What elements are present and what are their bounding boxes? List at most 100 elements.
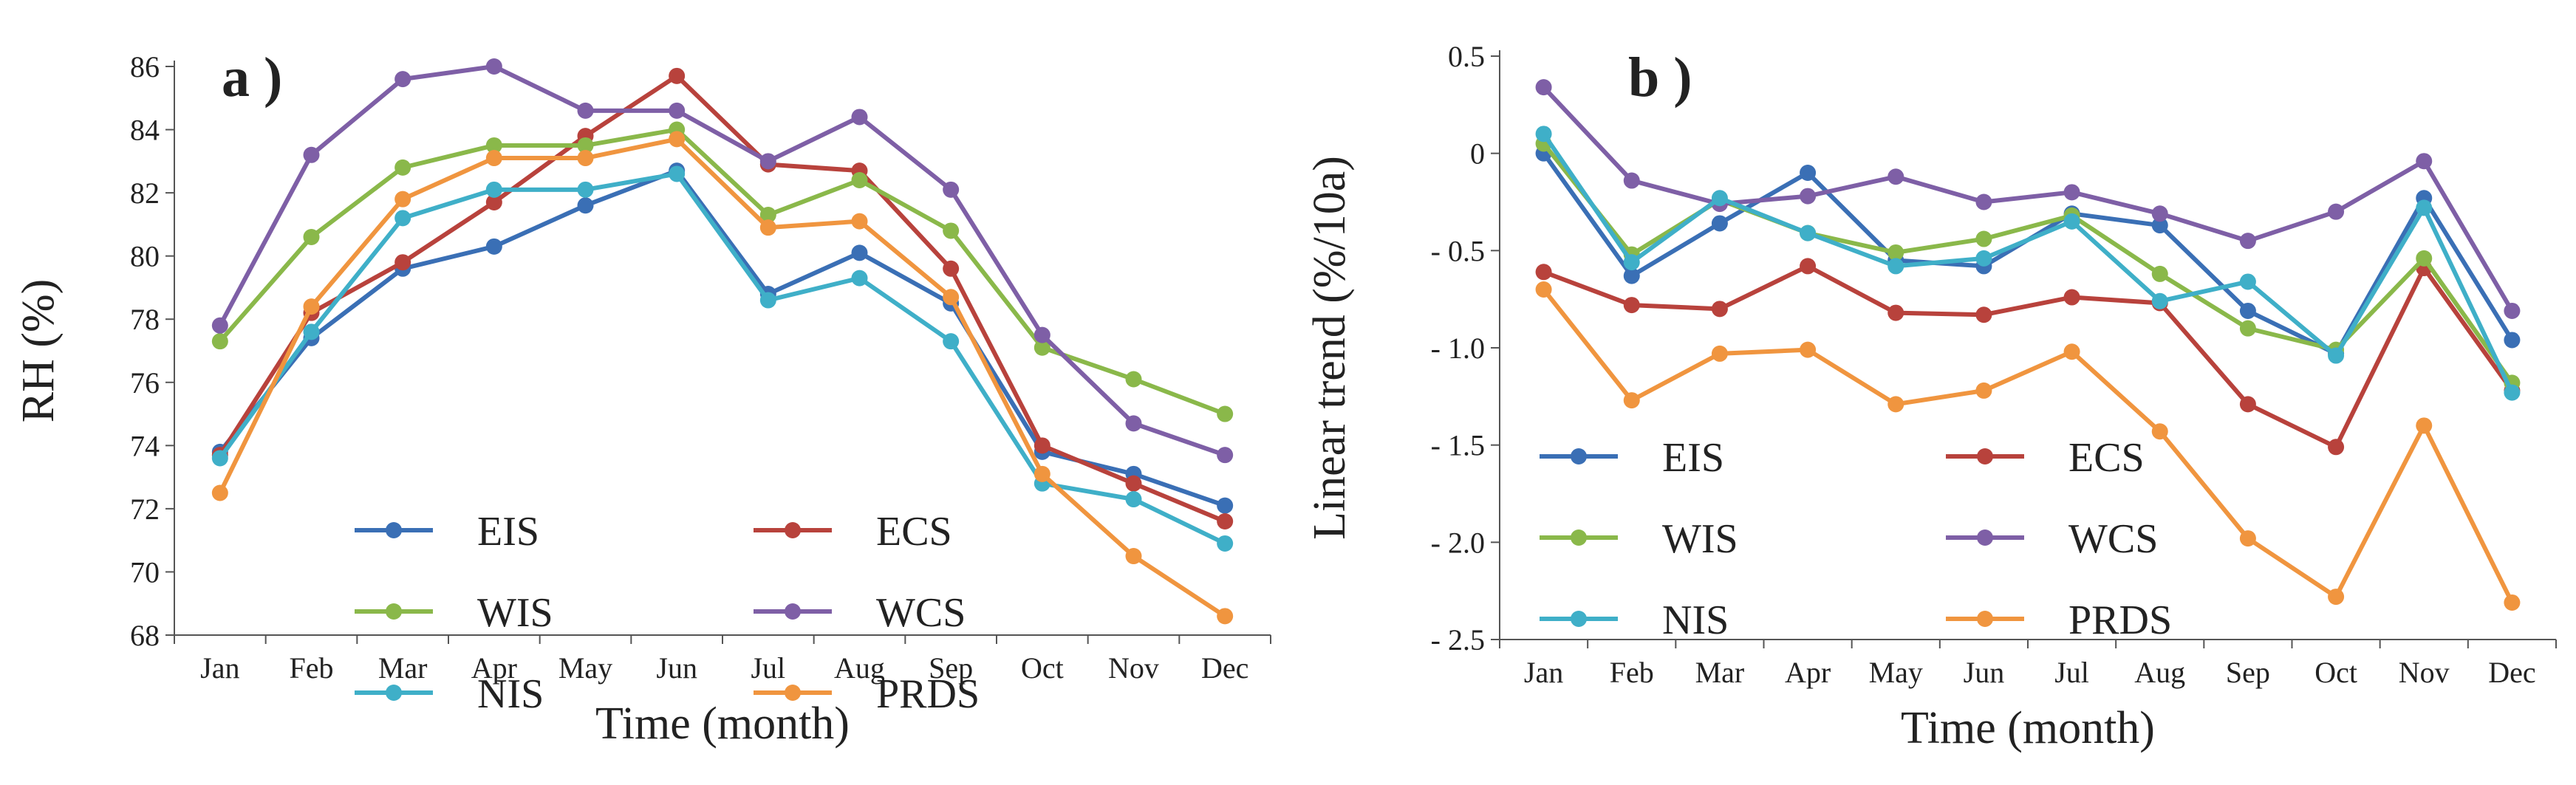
data-point-nis [1711, 190, 1728, 207]
y-tick-label: 86 [130, 50, 160, 83]
y-tick-label: 74 [130, 429, 160, 462]
data-point-prds [851, 213, 868, 230]
data-point-wis [943, 222, 960, 239]
data-point-prds [1800, 341, 1817, 358]
y-tick-label: - 1.5 [1431, 429, 1485, 462]
data-point-nis [1975, 250, 1992, 267]
y-tick-label: 82 [130, 176, 160, 210]
x-tick-label: Jul [751, 651, 785, 685]
legend-label: EIS [1662, 435, 1724, 481]
data-point-eis [1800, 165, 1817, 181]
data-point-wcs [943, 181, 960, 198]
data-point-wis [1125, 371, 1142, 388]
legend-label: EIS [477, 509, 539, 555]
data-point-prds [2151, 423, 2168, 440]
data-point-nis [211, 450, 228, 467]
data-point-wis [2416, 250, 2433, 267]
y-tick-label: - 0.5 [1431, 234, 1485, 267]
data-point-ecs [1800, 258, 1817, 275]
x-tick-label: Feb [1610, 656, 1654, 689]
x-tick-label: Oct [1021, 651, 1064, 685]
series-line-prds [1542, 288, 2515, 604]
data-point-ecs [394, 254, 411, 271]
data-point-ecs [1535, 264, 1552, 281]
legend-label: PRDS [2068, 597, 2172, 643]
series-line-ecs [1542, 264, 2514, 450]
data-point-prds [1887, 396, 1904, 413]
data-point-wcs [1975, 193, 1992, 210]
data-point-prds [1535, 281, 1552, 298]
series-line-eis [218, 168, 1226, 508]
data-point-wis [1887, 244, 1904, 261]
data-point-nis [2328, 347, 2345, 364]
x-tick-label: Sep [2226, 656, 2270, 689]
chart-a: 68 70 72 74 76 78 80 82 84 86 Jan Feb Mar Apr May Jun Ju… [13, 47, 1271, 749]
data-point-wcs [2416, 153, 2433, 170]
x-tick-label: Oct [2314, 656, 2357, 689]
x-tick-label: May [1869, 656, 1923, 689]
y-axis-title: Linear trend (%/10a) [1305, 156, 1355, 540]
data-point-ecs [1034, 437, 1050, 454]
data-point-ecs [2328, 439, 2345, 456]
data-point-wcs [2151, 205, 2168, 222]
data-point-ecs [1623, 297, 1640, 314]
x-tick-label: Jun [656, 651, 697, 685]
x-tick-label: Feb [290, 651, 334, 685]
y-tick-label: - 2.5 [1431, 623, 1485, 657]
data-point-wcs [577, 102, 594, 119]
data-point-prds [577, 150, 594, 167]
data-point-wis [303, 229, 320, 245]
data-point-nis [2416, 199, 2433, 216]
x-tick-label: Aug [2134, 656, 2185, 689]
data-point-nis [1623, 254, 1640, 271]
x-tick-label: Jun [1964, 656, 2005, 689]
data-point-nis [1887, 258, 1904, 275]
data-point-eis [1623, 267, 1640, 284]
data-point-nis [2151, 292, 2168, 309]
legend-label: ECS [2068, 435, 2145, 481]
data-point-wcs [1800, 188, 1817, 205]
data-point-wis [577, 137, 594, 154]
data-point-wcs [1623, 172, 1640, 189]
x-tick-label: Apr [471, 651, 517, 685]
data-point-wis [2151, 265, 2168, 282]
x-tick-label: Dec [2488, 656, 2535, 689]
y-tick-label: - 1.0 [1431, 332, 1485, 365]
series-line-nis [1542, 132, 2515, 394]
data-point-wis [759, 207, 776, 224]
x-tick-label: May [558, 651, 612, 685]
data-point-eis [851, 244, 868, 261]
legend-marker [785, 603, 801, 620]
data-point-ecs [1217, 513, 1234, 529]
data-point-prds [2239, 530, 2256, 547]
data-point-prds [2063, 343, 2080, 360]
data-point-wcs [2063, 184, 2080, 201]
legend-marker [785, 685, 801, 701]
legend-label: PRDS [876, 671, 980, 717]
series-line-ecs [218, 73, 1226, 524]
legend-label: WIS [1662, 516, 1738, 562]
y-tick-label: 70 [130, 555, 160, 589]
legend-label: NIS [1662, 597, 1729, 643]
data-point-wcs [1217, 447, 1234, 464]
data-point-nis [2063, 213, 2080, 230]
x-tick-label: Apr [1785, 656, 1831, 689]
data-point-wcs [759, 153, 776, 170]
legend-marker [1571, 529, 1587, 546]
data-point-wcs [2504, 302, 2521, 319]
data-point-nis [1535, 126, 1552, 143]
data-point-wcs [1887, 168, 1904, 185]
panel-label: b ) [1628, 47, 1692, 109]
series-line-eis [1542, 151, 2514, 356]
data-point-nis [669, 165, 686, 182]
data-point-wis [1975, 230, 1992, 247]
y-tick-label: - 2.0 [1431, 526, 1485, 559]
data-point-nis [577, 181, 594, 198]
data-point-eis [1217, 497, 1234, 514]
x-axis-title: Time (month) [1901, 703, 2155, 753]
data-point-wis [1034, 339, 1050, 356]
data-point-prds [2504, 594, 2521, 611]
data-point-ecs [1887, 304, 1904, 321]
data-point-ecs [1711, 301, 1728, 318]
data-point-wcs [303, 146, 320, 163]
